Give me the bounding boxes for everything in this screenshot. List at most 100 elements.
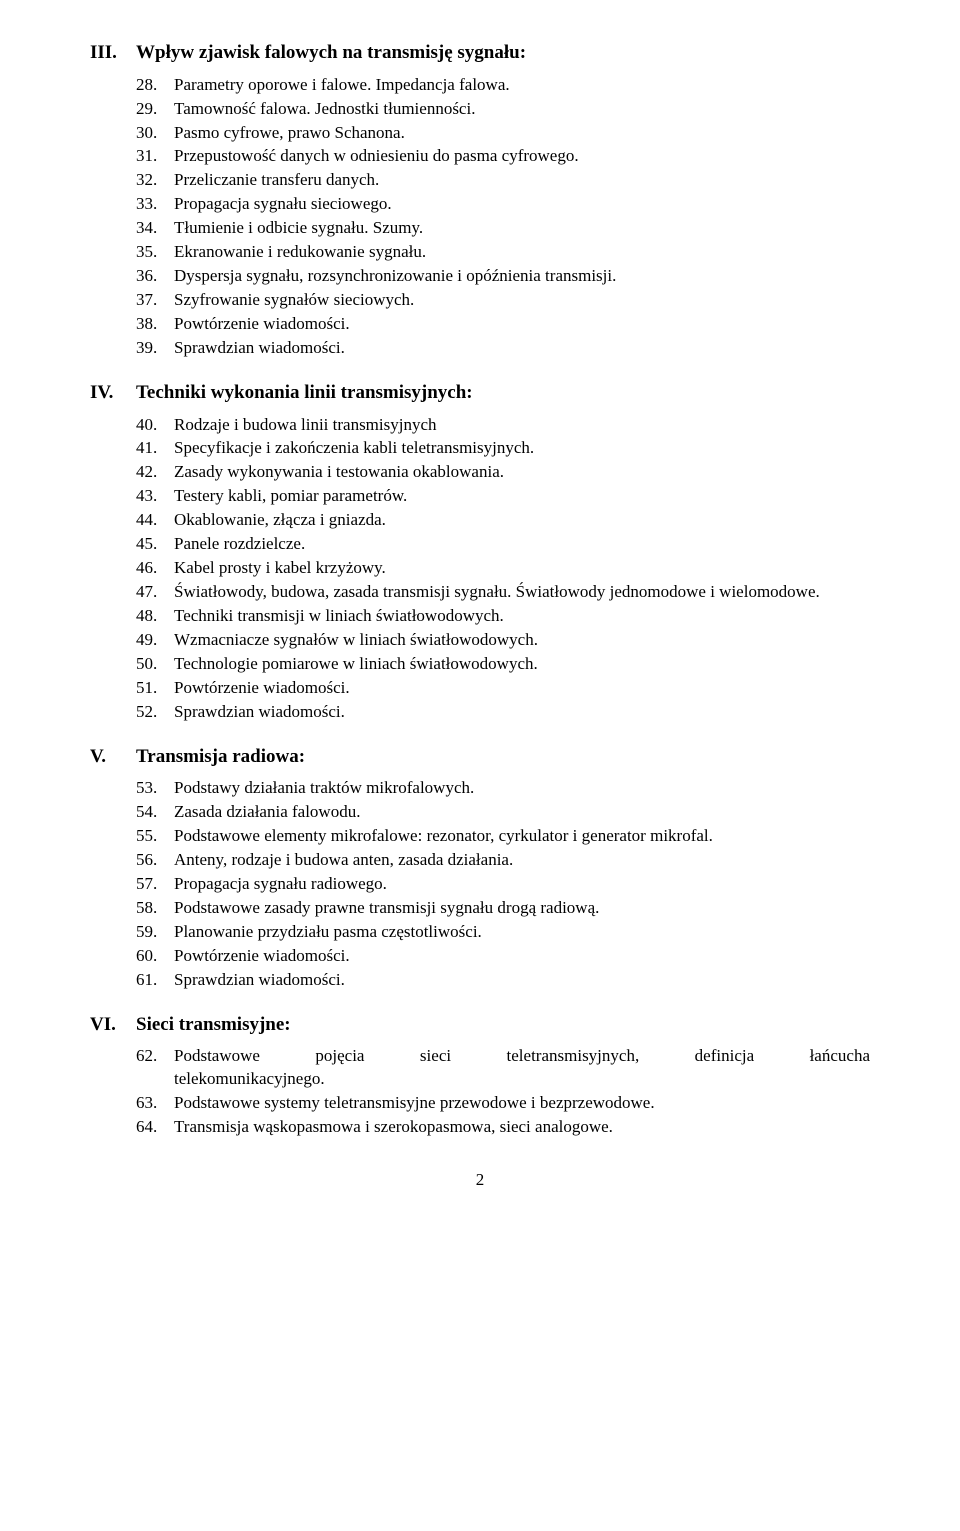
list-item: 34.Tłumienie i odbicie sygnału. Szumy.	[136, 217, 870, 240]
section: IV.Techniki wykonania linii transmisyjny…	[90, 380, 870, 724]
item-text: Panele rozdzielcze.	[174, 533, 870, 556]
item-number: 53.	[136, 777, 174, 800]
item-number: 62.	[136, 1045, 174, 1091]
list-item: 51.Powtórzenie wiadomości.	[136, 677, 870, 700]
items-list: 62.Podstawowe pojęcia sieci teletransmis…	[90, 1045, 870, 1139]
item-number: 55.	[136, 825, 174, 848]
list-item: 38.Powtórzenie wiadomości.	[136, 313, 870, 336]
section-title: Transmisja radiowa:	[136, 744, 870, 770]
item-number: 54.	[136, 801, 174, 824]
item-text: Wzmacniacze sygnałów w liniach światłowo…	[174, 629, 870, 652]
section: V.Transmisja radiowa: 53.Podstawy działan…	[90, 744, 870, 992]
list-item: 45.Panele rozdzielcze.	[136, 533, 870, 556]
item-number: 38.	[136, 313, 174, 336]
list-item: 49.Wzmacniacze sygnałów w liniach światł…	[136, 629, 870, 652]
item-number: 31.	[136, 145, 174, 168]
section-number: V.	[90, 744, 136, 770]
item-text: Technologie pomiarowe w liniach światłow…	[174, 653, 870, 676]
item-text: Parametry oporowe i falowe. Impedancja f…	[174, 74, 870, 97]
item-text: Podstawy działania traktów mikrofalowych…	[174, 777, 870, 800]
section-title: Wpływ zjawisk falowych na transmisję syg…	[136, 40, 870, 66]
item-text: Podstawowe systemy teletransmisyjne prze…	[174, 1092, 870, 1115]
item-number: 64.	[136, 1116, 174, 1139]
item-text: Propagacja sygnału sieciowego.	[174, 193, 870, 216]
section-title: Techniki wykonania linii transmisyjnych:	[136, 380, 870, 406]
item-text: Specyfikacje i zakończenia kabli teletra…	[174, 437, 870, 460]
item-number: 48.	[136, 605, 174, 628]
item-number: 59.	[136, 921, 174, 944]
item-text: Okablowanie, złącza i gniazda.	[174, 509, 870, 532]
item-text: Podstawowe pojęcia sieci teletransmisyjn…	[174, 1045, 870, 1091]
list-item: 63.Podstawowe systemy teletransmisyjne p…	[136, 1092, 870, 1115]
item-text: Przeliczanie transferu danych.	[174, 169, 870, 192]
item-text: Przepustowość danych w odniesieniu do pa…	[174, 145, 870, 168]
item-number: 40.	[136, 414, 174, 437]
list-item: 32.Przeliczanie transferu danych.	[136, 169, 870, 192]
item-text: Zasada działania falowodu.	[174, 801, 870, 824]
item-text: Światłowody, budowa, zasada transmisji s…	[174, 581, 870, 604]
list-item: 47.Światłowody, budowa, zasada transmisj…	[136, 581, 870, 604]
list-item: 48.Techniki transmisji w liniach światło…	[136, 605, 870, 628]
item-number: 49.	[136, 629, 174, 652]
item-text: Zasady wykonywania i testowania okablowa…	[174, 461, 870, 484]
list-item: 56.Anteny, rodzaje i budowa anten, zasad…	[136, 849, 870, 872]
list-item: 31.Przepustowość danych w odniesieniu do…	[136, 145, 870, 168]
item-number: 44.	[136, 509, 174, 532]
item-number: 50.	[136, 653, 174, 676]
list-item: 42.Zasady wykonywania i testowania okabl…	[136, 461, 870, 484]
list-item: 40.Rodzaje i budowa linii transmisyjnych	[136, 414, 870, 437]
item-number: 34.	[136, 217, 174, 240]
item-text: Podstawowe zasady prawne transmisji sygn…	[174, 897, 870, 920]
list-item: 58.Podstawowe zasady prawne transmisji s…	[136, 897, 870, 920]
item-text: Szyfrowanie sygnałów sieciowych.	[174, 289, 870, 312]
list-item: 36.Dyspersja sygnału, rozsynchronizowani…	[136, 265, 870, 288]
item-text: Propagacja sygnału radiowego.	[174, 873, 870, 896]
item-number: 52.	[136, 701, 174, 724]
item-number: 28.	[136, 74, 174, 97]
list-item: 28.Parametry oporowe i falowe. Impedancj…	[136, 74, 870, 97]
item-number: 51.	[136, 677, 174, 700]
item-number: 32.	[136, 169, 174, 192]
list-item: 57.Propagacja sygnału radiowego.	[136, 873, 870, 896]
section-number: III.	[90, 40, 136, 66]
item-text: Dyspersja sygnału, rozsynchronizowanie i…	[174, 265, 870, 288]
item-text: Techniki transmisji w liniach światłowod…	[174, 605, 870, 628]
item-text: Tamowność falowa. Jednostki tłumienności…	[174, 98, 870, 121]
list-item: 53.Podstawy działania traktów mikrofalow…	[136, 777, 870, 800]
item-number: 47.	[136, 581, 174, 604]
list-item: 35.Ekranowanie i redukowanie sygnału.	[136, 241, 870, 264]
item-text: Powtórzenie wiadomości.	[174, 313, 870, 336]
item-number: 56.	[136, 849, 174, 872]
item-number: 33.	[136, 193, 174, 216]
item-number: 29.	[136, 98, 174, 121]
item-number: 37.	[136, 289, 174, 312]
section-title: Sieci transmisyjne:	[136, 1012, 870, 1038]
list-item: 29.Tamowność falowa. Jednostki tłumienno…	[136, 98, 870, 121]
item-number: 60.	[136, 945, 174, 968]
list-item: 37.Szyfrowanie sygnałów sieciowych.	[136, 289, 870, 312]
item-number: 43.	[136, 485, 174, 508]
item-text: Testery kabli, pomiar parametrów.	[174, 485, 870, 508]
item-text: Rodzaje i budowa linii transmisyjnych	[174, 414, 870, 437]
list-item: 52.Sprawdzian wiadomości.	[136, 701, 870, 724]
item-text: Planowanie przydziału pasma częstotliwoś…	[174, 921, 870, 944]
section-heading: III.Wpływ zjawisk falowych na transmisję…	[90, 40, 870, 66]
item-text: Anteny, rodzaje i budowa anten, zasada d…	[174, 849, 870, 872]
item-number: 45.	[136, 533, 174, 556]
item-number: 39.	[136, 337, 174, 360]
item-text: Sprawdzian wiadomości.	[174, 701, 870, 724]
item-text: Pasmo cyfrowe, prawo Schanona.	[174, 122, 870, 145]
item-number: 61.	[136, 969, 174, 992]
item-number: 41.	[136, 437, 174, 460]
item-number: 42.	[136, 461, 174, 484]
list-item: 33.Propagacja sygnału sieciowego.	[136, 193, 870, 216]
section: VI.Sieci transmisyjne:62.Podstawowe poję…	[90, 1012, 870, 1139]
list-item: 30.Pasmo cyfrowe, prawo Schanona.	[136, 122, 870, 145]
item-text: Ekranowanie i redukowanie sygnału.	[174, 241, 870, 264]
list-item: 41.Specyfikacje i zakończenia kabli tele…	[136, 437, 870, 460]
item-number: 35.	[136, 241, 174, 264]
list-item: 54.Zasada działania falowodu.	[136, 801, 870, 824]
item-number: 57.	[136, 873, 174, 896]
section: III.Wpływ zjawisk falowych na transmisję…	[90, 40, 870, 360]
list-item: 44.Okablowanie, złącza i gniazda.	[136, 509, 870, 532]
